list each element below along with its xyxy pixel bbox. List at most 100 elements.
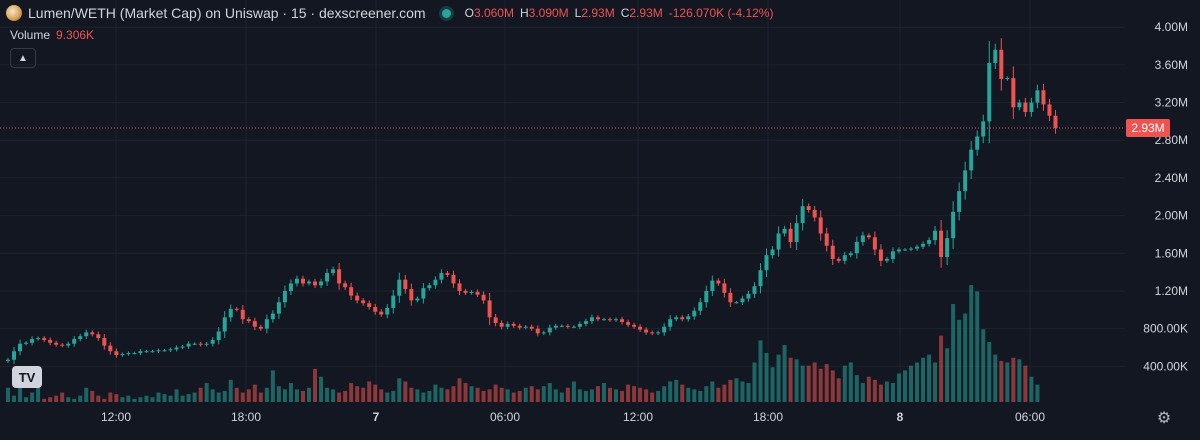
volume-bar [294,389,299,402]
candle-body [228,308,233,318]
candle-body [90,332,95,335]
candle-body [234,308,239,310]
candle-body [72,339,77,344]
candle-body [638,326,643,330]
volume-bar [957,319,962,402]
volume-bar [541,386,546,402]
volume-bar [421,392,426,402]
volume-bar [915,362,920,402]
candle-body [547,327,552,333]
candle-body [782,228,787,234]
candle-body [276,302,281,314]
candle-body [457,283,462,291]
candle-body [150,351,155,353]
candle-body [529,326,534,329]
candle-body [331,269,336,274]
candle-body [909,248,913,250]
candle-body [824,233,829,246]
volume-bar [198,387,203,402]
x-tick-label: 7 [373,410,380,424]
volume-bar [872,379,877,402]
x-tick-label: 18:00 [231,410,261,424]
volume-bar [90,390,95,402]
candle-body [1017,102,1022,108]
tradingview-logo-icon[interactable]: TV [12,366,42,388]
volume-bar [222,390,227,402]
volume-bar [571,381,576,402]
candle-body [24,342,29,344]
candle-body [589,317,594,322]
volume-value: 9.306K [56,28,95,42]
token-logo-icon [6,5,22,21]
collapse-legend-button[interactable]: ▲ [10,48,36,68]
candle-body [12,351,17,360]
volume-bar [313,368,318,402]
candle-body [842,255,847,261]
candle-body [951,211,956,239]
volume-bar [842,365,847,402]
candle-body [571,326,576,328]
volume-bar [319,376,324,402]
volume-bar [692,389,697,402]
candle-body [764,255,769,271]
candle-body [896,249,901,252]
candle-body [385,307,390,315]
candle-body [752,286,757,294]
volume-bar [686,387,691,402]
volume-bar [740,381,745,402]
volume-bar [710,381,715,402]
candle-body [740,298,745,303]
candle-body [313,281,318,286]
y-tick-label: 3.20M [1155,96,1188,110]
candle-body [993,49,998,63]
x-tick-label: 12:00 [101,410,131,424]
volume-bar [481,390,486,402]
candle-body [794,223,799,242]
gear-icon[interactable]: ⚙ [1156,410,1172,427]
candle-body [60,344,65,346]
candle-body [662,326,667,333]
candle-body [469,291,474,293]
candle-body [698,302,703,311]
volume-bar [722,384,727,402]
candle-body [614,319,619,321]
candle-body [144,351,149,353]
candle-body [325,273,330,282]
candle-body [126,353,131,355]
volume-bar [403,381,408,402]
candle-body [686,316,691,320]
x-tick-label: 12:00 [623,410,653,424]
volume-bar [120,397,125,402]
volume-bar [824,364,829,402]
volume-bar [969,285,974,402]
volume-bar [680,384,685,402]
candle-body [451,274,456,284]
y-tick-label: 2.40M [1155,171,1188,185]
volume-bar [529,386,534,402]
candle-body [1023,102,1028,112]
candle-body [42,338,47,340]
volume-bar [391,390,396,402]
candle-body [969,149,974,171]
volume-bar [535,389,540,402]
volume-bar [325,387,330,402]
volume-bar [409,387,414,402]
volume-bar [42,398,47,402]
volume-bar [860,383,865,402]
candle-body [18,343,23,352]
candle-body [84,332,89,337]
candle-body [644,329,649,333]
volume-bar [144,395,149,402]
volume-bar [180,395,185,402]
candle-body [114,351,119,356]
volume-bar [126,395,131,402]
volume-bar [927,354,932,402]
volume-bar [583,390,588,402]
candle-body [349,287,354,296]
candle-body [379,311,384,315]
candle-body [981,121,986,137]
volume-bar [764,353,769,402]
y-tick-label: 4.00M [1155,20,1188,34]
candle-body [427,285,432,289]
